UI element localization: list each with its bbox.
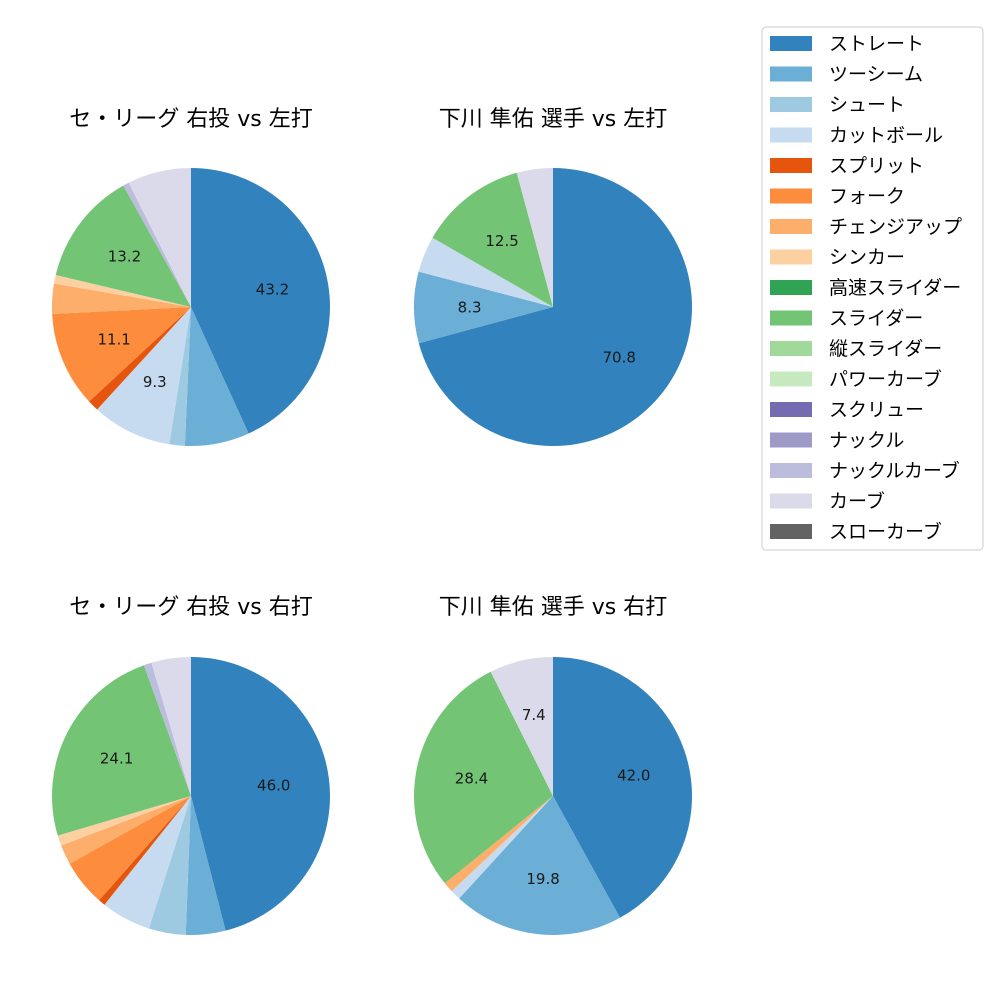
pie-slice: [53, 274, 192, 307]
legend-label: ナックル: [829, 430, 904, 452]
pie-slice: [418, 237, 553, 307]
slice-value-label: 42.0: [617, 766, 650, 784]
slice-value-label: 43.2: [256, 280, 289, 298]
pie-slice: [553, 657, 693, 918]
pie-slice: [516, 168, 553, 307]
pie-slice: [490, 657, 553, 796]
pie-slice: [184, 307, 249, 446]
legend-swatch: [770, 341, 812, 356]
pie-slice: [151, 657, 191, 796]
slice-value-label: 19.8: [526, 870, 559, 888]
slice-value-label: 8.3: [458, 298, 482, 316]
slice-value-label: 70.8: [603, 349, 636, 367]
pie-slice: [185, 796, 226, 935]
legend-swatch: [770, 280, 812, 295]
pie-slice: [143, 662, 191, 796]
legend-swatch: [770, 371, 812, 387]
slice-value-label: 7.4: [522, 706, 546, 724]
pie-chart-4: 下川 隼佑 選手 vs 右打 42.0 19.8 28.4 7.4: [414, 595, 693, 936]
legend-label: パワーカーブ: [829, 368, 942, 391]
legend-label: シュート: [829, 94, 905, 116]
pie-slice: [52, 283, 192, 314]
legend-swatch: [770, 97, 812, 112]
legend-label: 縦スライダー: [829, 338, 942, 360]
pie-slice: [55, 185, 192, 307]
legend-label: ナックルカーブ: [829, 459, 960, 482]
pie-slice: [191, 168, 331, 434]
legend-label: シンカー: [829, 247, 905, 269]
legend-swatch: [770, 188, 812, 204]
pie-slice: [99, 796, 191, 905]
legend-swatch: [770, 158, 812, 173]
pie-chart-1: セ・リーグ 右投 vs 左打 43.2 9.3 11.1 13.2: [52, 107, 331, 446]
legend-label: フォーク: [829, 186, 905, 208]
pie-charts: セ・リーグ 右投 vs 左打 43.2 9.3 11.1 13.2 下川 隼佑 選手 vs…: [52, 107, 693, 936]
pie-slice: [123, 182, 191, 307]
pie-slice: [444, 796, 553, 892]
pie-slice: [52, 665, 192, 836]
slice-value-label: 28.4: [455, 769, 488, 787]
legend-label: スライダー: [829, 308, 923, 330]
pie-slice: [104, 796, 191, 929]
legend-swatch: [770, 310, 812, 326]
legend-label: チェンジアップ: [829, 216, 962, 238]
pie-chart-3: セ・リーグ 右投 vs 右打 46.0 24.1: [52, 595, 331, 935]
pie-slice: [89, 307, 191, 410]
legend-swatch: [770, 36, 812, 51]
slice-value-label: 9.3: [143, 373, 167, 391]
pie-slice: [414, 671, 553, 884]
pie-slice: [191, 657, 331, 931]
legend-swatch: [770, 127, 812, 143]
legend-swatch: [770, 249, 812, 265]
legend-label: スクリュー: [829, 399, 924, 421]
legend-label: 高速スライダー: [829, 277, 961, 299]
slice-value-label: 11.1: [97, 330, 130, 348]
pie-slice: [148, 796, 191, 935]
pie-slice: [57, 796, 191, 846]
pie-slice: [418, 168, 693, 446]
pie-title: 下川 隼佑 選手 vs 左打: [439, 107, 667, 132]
legend-frame: [761, 26, 984, 551]
pie-slice: [169, 307, 191, 446]
pie-slice: [459, 796, 620, 936]
legend-label: スプリット: [829, 155, 924, 177]
pie-slice: [97, 307, 191, 445]
pie-slice: [69, 796, 191, 901]
legend-swatch: [770, 524, 812, 539]
pie-title: 下川 隼佑 選手 vs 右打: [439, 595, 667, 620]
legend: ストレートツーシームシュートカットボールスプリットフォークチェンジアップシンカー…: [761, 26, 984, 551]
slice-value-label: 24.1: [100, 749, 133, 767]
legend-label: カーブ: [829, 490, 885, 513]
pie-slice: [432, 172, 553, 307]
legend-swatch: [770, 219, 812, 234]
slice-value-label: 46.0: [257, 777, 290, 795]
slice-value-label: 12.5: [485, 232, 518, 250]
pie-title: セ・リーグ 右投 vs 右打: [69, 595, 312, 620]
legend-label: カットボール: [829, 125, 943, 147]
legend-label: ツーシーム: [829, 64, 923, 86]
legend-swatch: [770, 66, 812, 82]
pie-slice: [52, 307, 191, 402]
pie-chart-2: 下川 隼佑 選手 vs 左打 70.8 8.3 12.5: [414, 107, 693, 446]
legend-label: スローカーブ: [829, 520, 942, 543]
legend-swatch: [770, 432, 812, 448]
legend-swatch: [770, 493, 812, 509]
slice-value-label: 13.2: [108, 248, 141, 266]
legend-label: ストレート: [829, 33, 924, 55]
pie-title: セ・リーグ 右投 vs 左打: [69, 107, 312, 132]
pie-slice: [128, 168, 191, 307]
pie-slice: [61, 796, 191, 864]
pie-slice: [414, 271, 553, 344]
pie-slice: [451, 796, 553, 899]
legend-swatch: [770, 463, 812, 478]
legend-swatch: [770, 402, 812, 417]
